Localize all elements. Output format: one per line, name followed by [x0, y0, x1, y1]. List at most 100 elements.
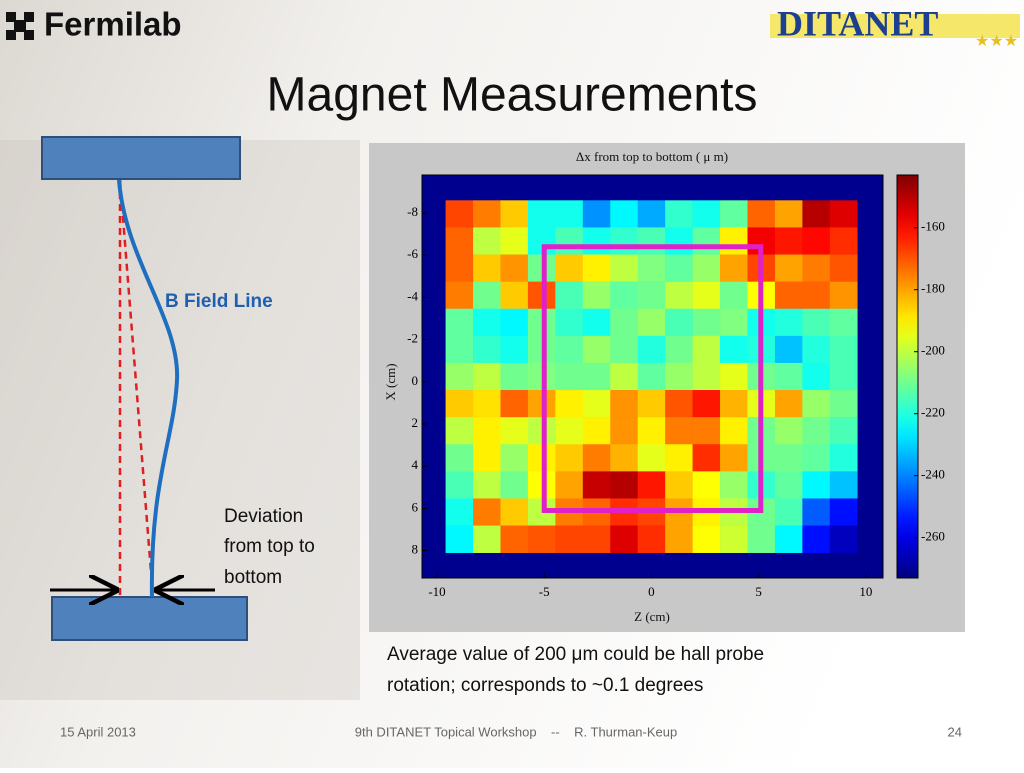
- heatmap-cell: [802, 254, 831, 282]
- highlight-box: [541, 244, 764, 513]
- colorbar-tick-label: -200: [921, 343, 945, 358]
- heatmap-cell: [473, 471, 501, 499]
- heatmap-cell: [802, 281, 831, 310]
- deviation-label: from top to: [224, 536, 315, 557]
- x-tick-label: -5: [539, 584, 550, 599]
- heatmap-cell: [445, 308, 474, 337]
- heatmap-cell: [747, 525, 776, 553]
- heatmap-cell: [829, 417, 858, 445]
- heatmap-cell: [473, 444, 501, 472]
- heatmap-cell: [665, 390, 693, 418]
- heatmap-cell: [445, 417, 474, 445]
- heatmap-cell: [610, 417, 639, 445]
- heatmap-cell: [582, 308, 611, 337]
- heatmap-cell: [445, 390, 474, 418]
- heatmap-cell: [445, 254, 474, 282]
- heatmap-cell: [692, 471, 721, 499]
- stars: ★★★: [975, 33, 1018, 50]
- y-tick-label: 2: [412, 415, 419, 430]
- heatmap-cell: [582, 444, 611, 472]
- heatmap-cell: [500, 417, 529, 445]
- heatmap-cell: [582, 281, 611, 310]
- heatmap-cell: [637, 390, 666, 418]
- heatmap-cell: [637, 471, 666, 499]
- heatmap-cell: [500, 498, 529, 526]
- heatmap-cell: [774, 227, 803, 255]
- heatmap-cell: [829, 362, 858, 391]
- heatmap-cell: [802, 308, 831, 337]
- y-tick-label: 8: [412, 542, 419, 557]
- heatmap-cell: [637, 227, 666, 255]
- heatmap-cell: [473, 335, 501, 364]
- heatmap-cell: [555, 335, 584, 364]
- footer-date: 15 April 2013: [60, 724, 136, 739]
- x-tick-label: 10: [859, 584, 872, 599]
- heatmap-cell: [774, 471, 803, 499]
- heatmap-cell: [445, 444, 474, 472]
- heatmap-cell: [445, 227, 474, 255]
- heatmap-cell: [720, 471, 748, 499]
- colorbar-tick-label: -240: [921, 467, 945, 482]
- heatmap-cell: [665, 362, 693, 391]
- heatmap-cell: [692, 200, 721, 228]
- heatmap-cell: [665, 335, 693, 364]
- heatmap-cell: [582, 254, 611, 282]
- heatmap-cell: [473, 390, 501, 418]
- heatmap-cell: [665, 308, 693, 337]
- heatmap-cell: [774, 498, 803, 526]
- heatmap-cell: [500, 444, 529, 472]
- heatmap-cell: [774, 281, 803, 310]
- heatmap-cell: [665, 200, 693, 228]
- heatmap-cell: [610, 335, 639, 364]
- heatmap-cell: [774, 417, 803, 445]
- heatmap-cell: [692, 362, 721, 391]
- heatmap-cell: [473, 200, 501, 228]
- heatmap-cell: [720, 362, 748, 391]
- heatmap-cell: [802, 200, 831, 228]
- heatmap-cell: [555, 227, 584, 255]
- heatmap-cell: [774, 200, 803, 228]
- heatmap-cell: [774, 335, 803, 364]
- heatmap-cell: [500, 362, 529, 391]
- heatmap-cell: [829, 200, 858, 228]
- x-tick-label: 5: [755, 584, 762, 599]
- heatmap-cell: [829, 335, 858, 364]
- chart-title: Δx from top to bottom ( μ m): [576, 149, 728, 164]
- heatmap-cell: [555, 444, 584, 472]
- y-tick-label: -8: [407, 204, 418, 219]
- footer-event: 9th DITANET Topical Workshop -- R. Thurm…: [355, 724, 677, 739]
- plot: -10 -5 0 5 10 -8 -6 -4 -2 0 2 4 6 8 -160 -180 -200 -220 -2…: [407, 174, 945, 599]
- caption: rotation; corresponds to ~0.1 degrees: [387, 675, 703, 696]
- x-tick-label: -10: [428, 584, 445, 599]
- heatmap-cell: [829, 471, 858, 499]
- heatmap-cell: [610, 362, 639, 391]
- heatmap-cell: [527, 200, 556, 228]
- heatmap-cell: [692, 417, 721, 445]
- heatmap-cell: [610, 471, 639, 499]
- heatmap-cell: [500, 227, 529, 255]
- heatmap-cell: [802, 362, 831, 391]
- heatmap-cell: [665, 417, 693, 445]
- colorbar-tick-label: -180: [921, 281, 945, 296]
- ditanet-logo: DITANET ★★★: [770, 3, 1020, 50]
- colorbar-tick-label: -220: [921, 405, 945, 420]
- heatmap-cell: [555, 417, 584, 445]
- heatmap-cell: [527, 525, 556, 553]
- heatmap-cell: [829, 498, 858, 526]
- y-tick-label: 6: [412, 499, 419, 514]
- heatmap-cell: [500, 254, 529, 282]
- heatmap-cell: [802, 498, 831, 526]
- y-tick-label: -4: [407, 288, 418, 303]
- heatmap-cell: [802, 525, 831, 553]
- heatmap-cell: [665, 281, 693, 310]
- heatmap-cell: [637, 417, 666, 445]
- heatmap-cell: [829, 444, 858, 472]
- y-tick-label: -6: [407, 246, 418, 261]
- y-tick-label: 0: [412, 373, 419, 388]
- heatmap-cell: [637, 308, 666, 337]
- heatmap-cell: [500, 335, 529, 364]
- y-tick-label: -2: [407, 331, 418, 346]
- heatmap-cell: [555, 525, 584, 553]
- magnet-pole: [41, 136, 241, 180]
